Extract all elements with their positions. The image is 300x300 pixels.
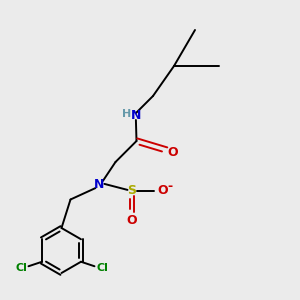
Text: N: N	[131, 109, 141, 122]
Text: Cl: Cl	[96, 263, 108, 273]
Text: O: O	[127, 214, 137, 227]
Text: -: -	[168, 180, 173, 194]
Text: Cl: Cl	[15, 263, 27, 273]
Text: H: H	[122, 109, 131, 119]
Text: O: O	[167, 146, 178, 159]
Text: O: O	[157, 184, 168, 197]
Text: N: N	[94, 178, 104, 191]
Text: S: S	[128, 184, 136, 197]
